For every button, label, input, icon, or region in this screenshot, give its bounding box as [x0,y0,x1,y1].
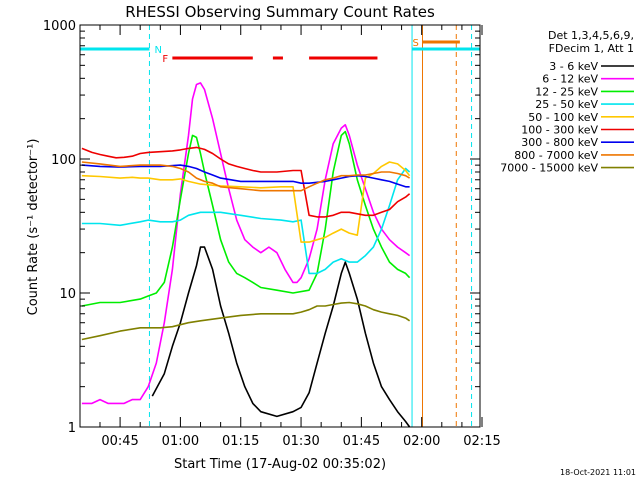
chart-title: RHESSI Observing Summary Count Rates [125,3,435,21]
legend-label-50-100-kev: 50 - 100 keV [528,111,598,124]
legend-label-100-300-kev: 100 - 300 keV [521,124,598,137]
series-line-6-12-kev [81,82,411,405]
x-tick-label-01-45: 01:45 [343,434,380,449]
axis-ticks: 1 10 100 1000 00:45 01:00 01:15 01:30 01:45 02:00… [43,19,501,449]
legend-label-3-6-kev: 3 - 6 keV [549,60,598,73]
y-axis-label: Count Rate (s⁻¹ detector⁻¹) [26,139,41,316]
series-lines [81,82,411,428]
x-tick-label-02-15: 02:15 [463,434,500,449]
legend-label-7000-15000-kev: 7000 - 15000 keV [500,162,598,175]
legend-label-300-800-kev: 300 - 800 keV [521,136,598,149]
series-line-7000-15000-kev [81,301,411,341]
y-tick-label-1000: 1000 [43,19,76,34]
legend-header-line-2: FDecim 1, Att 1 [549,42,634,55]
x-tick-label-00-45: 00:45 [101,434,138,449]
x-tick-label-01-15: 01:15 [222,434,259,449]
series-line-300-800-kev [81,164,410,188]
x-tick-label-01-00: 01:00 [162,434,199,449]
flag-label-f: F [162,54,168,65]
series-line-3-6-kev [151,246,411,428]
series-line-800-7000-kev [81,161,411,192]
x-axis-label: Start Time (17-Aug-02 00:35:02) [174,457,386,472]
legend-header-line-1: Det 1,3,4,5,6,9, [548,29,634,42]
flag-label-s: S [412,38,418,49]
y-tick-label-10: 10 [59,287,76,302]
series-line-100-300-kev [81,146,411,218]
x-tick-label-02-00: 02:00 [403,434,440,449]
legend-label-12-25-kev: 12 - 25 keV [535,85,598,98]
y-tick-label-100: 100 [51,153,76,168]
x-tick-label-01-30: 01:30 [282,434,319,449]
legend-label-800-7000-kev: 800 - 7000 keV [514,149,598,162]
y-tick-label-1: 1 [68,421,76,436]
marker-lines [148,25,473,427]
footer-timestamp: 18-Oct-2021 11:01 [560,468,636,477]
series-line-12-25-kev [81,130,411,307]
flag-label-n: N [154,45,161,56]
plot-frame [79,24,481,428]
series-line-25-50-kev [81,167,411,275]
flag-bars: NF S [80,38,480,65]
legend-label-25-50-kev: 25 - 50 keV [535,98,598,111]
legend-label-6-12-kev: 6 - 12 keV [542,73,598,86]
